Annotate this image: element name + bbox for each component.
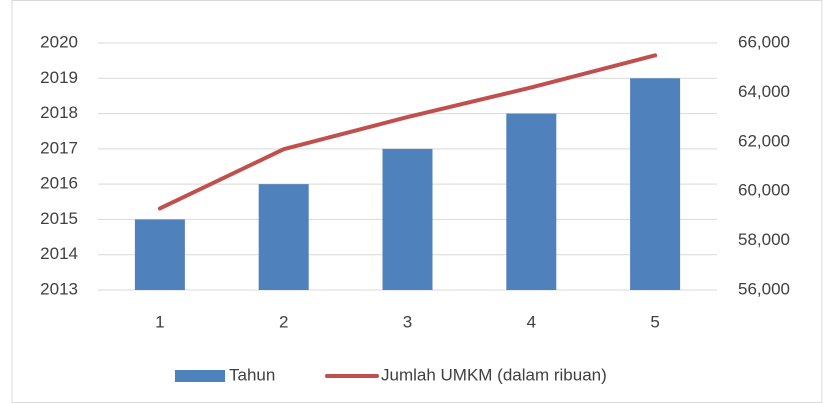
x-tick-label: 1: [155, 312, 164, 331]
y-tick-label: 2013: [40, 279, 78, 298]
x-tick-label: 3: [403, 312, 412, 331]
y2-tick-label: 60,000: [738, 181, 790, 200]
legend-label: Jumlah UMKM (dalam ribuan): [381, 365, 607, 384]
y2-tick-label: 62,000: [738, 131, 790, 150]
bar: [630, 78, 681, 291]
line: [157, 53, 658, 211]
bar: [506, 113, 557, 290]
x-tick-label: 2: [279, 312, 288, 331]
y2-tick-label: 66,000: [738, 32, 790, 51]
y-tick-label: 2014: [40, 244, 78, 263]
bar: [382, 148, 433, 290]
bar: [258, 184, 309, 290]
y-tick-label: 2019: [40, 68, 78, 87]
legend-swatch: [175, 370, 225, 382]
y-tick-label: 2018: [40, 103, 78, 122]
bar: [134, 219, 185, 290]
y-tick-label: 2016: [40, 174, 78, 193]
y2-tick-label: 56,000: [738, 279, 790, 298]
legend-label: Tahun: [229, 365, 275, 384]
x-tick-label: 4: [527, 312, 536, 331]
y2-tick-label: 58,000: [738, 230, 790, 249]
x-tick-label: 5: [650, 312, 659, 331]
y-tick-label: 2020: [40, 32, 78, 51]
y2-tick-label: 64,000: [738, 82, 790, 101]
y-tick-label: 2017: [40, 138, 78, 157]
y-tick-label: 2015: [40, 209, 78, 228]
